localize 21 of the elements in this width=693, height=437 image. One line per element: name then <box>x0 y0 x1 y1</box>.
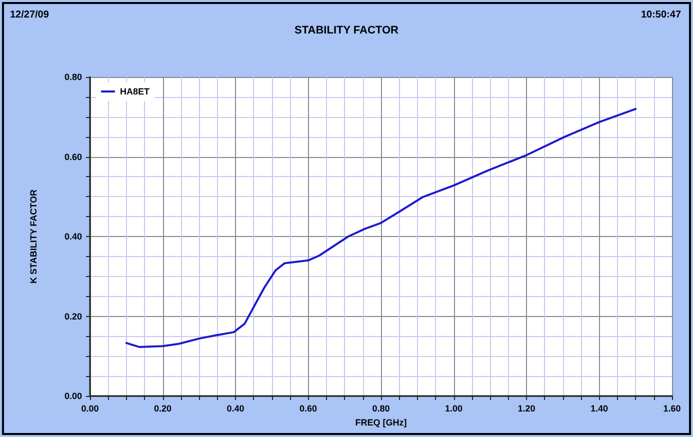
x-tick-label: 0.80 <box>372 404 390 414</box>
x-tick-label: 0.60 <box>299 404 318 414</box>
x-tick-label: 1.20 <box>518 404 536 414</box>
x-tick-label: 1.40 <box>590 404 608 414</box>
text: 10:50:47 <box>640 10 682 20</box>
y-tick-label: 0.20 <box>64 311 82 322</box>
line-series <box>125 108 637 348</box>
y-tick-label: 0.60 <box>64 152 82 162</box>
x-tick-label: 0.00 <box>81 404 99 414</box>
legend-label: HA8ET <box>120 86 150 96</box>
text: 12/27/09 <box>10 10 50 20</box>
chart-title: STABILITY FACTOR <box>294 24 398 36</box>
x-tick-label: 0.40 <box>226 404 244 414</box>
y-axis-title: K STABILITY FACTOR <box>28 189 38 284</box>
x-tick-label: 1.60 <box>663 404 681 414</box>
y-tick-label: 0.00 <box>64 391 82 401</box>
x-tick-label: 0.20 <box>154 404 172 414</box>
y-tick-label: 0.80 <box>64 72 82 82</box>
x-axis-title: FREQ [GHz] <box>355 418 407 428</box>
x-tick-label: 1.00 <box>444 404 463 414</box>
y-tick-label: 0.40 <box>64 232 82 242</box>
